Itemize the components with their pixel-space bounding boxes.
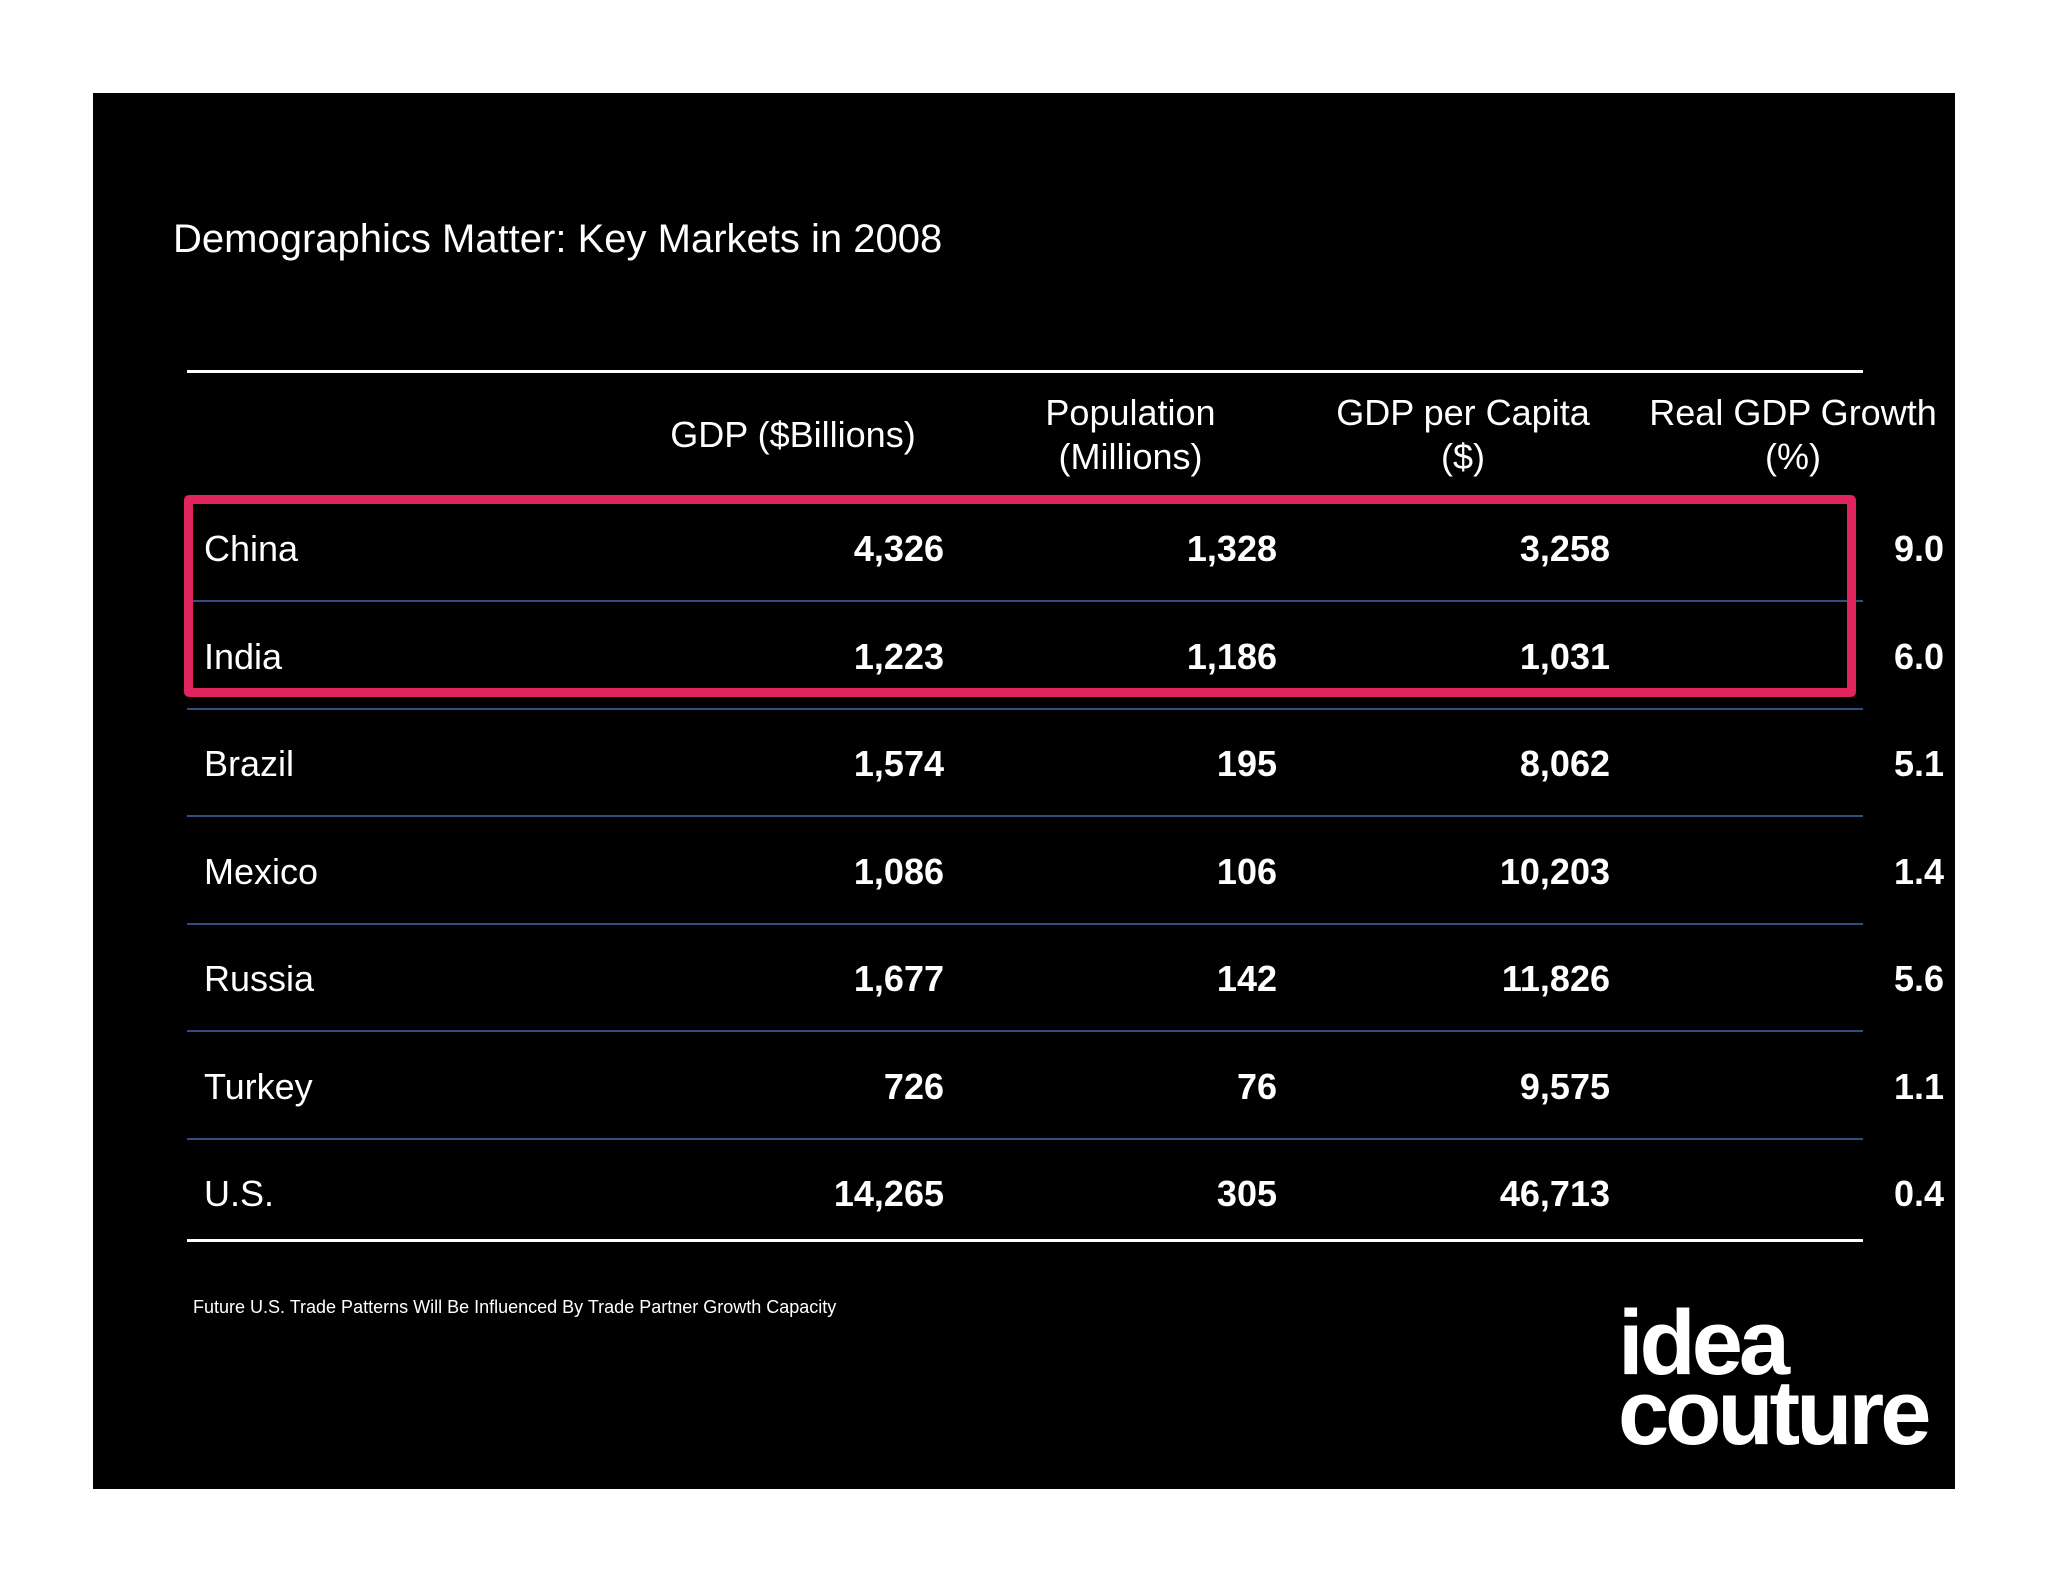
country-cell: India <box>204 635 283 677</box>
gdp-per-capita-cell: 10,203 <box>1499 850 1610 892</box>
row-divider <box>187 815 1863 817</box>
row-divider <box>187 1137 1863 1140</box>
table-row: U.S. 14,265 305 46,713 0.4 <box>187 1140 1944 1247</box>
country-cell: China <box>204 528 299 569</box>
growth-cell: 1.4 <box>1893 850 1944 892</box>
gdp-cell: 1,223 <box>853 635 944 677</box>
logo-line1: idea <box>1618 1292 1790 1394</box>
population-cell: 106 <box>1216 850 1277 892</box>
table-row: Turkey 726 76 9,575 1.1 <box>187 1033 1944 1140</box>
country-cell: U.S. <box>204 1173 275 1214</box>
population-cell: 195 <box>1216 743 1277 784</box>
gdp-cell: 1,677 <box>853 958 944 999</box>
gdp-per-capita-cell: 3,258 <box>1519 528 1610 569</box>
country-cell: Turkey <box>204 1065 313 1107</box>
header-gdp-line1: GDP ($Billions) <box>670 414 916 455</box>
table-row: China 4,326 1,328 3,258 9.0 <box>187 495 1944 602</box>
header-real-gdp-growth-line2: (%) <box>1765 436 1821 477</box>
table-row: Mexico 1,086 106 10,203 1.4 <box>187 818 1944 925</box>
population-cell: 305 <box>1216 1173 1277 1214</box>
growth-cell: 1.1 <box>1893 1065 1944 1107</box>
header-population: Population (Millions) <box>948 389 1313 481</box>
idea-couture-logo: idea couture <box>1618 1292 1931 1464</box>
growth-cell: 6.0 <box>1893 635 1944 677</box>
country-cell: Brazil <box>204 743 295 784</box>
gdp-cell: 4,326 <box>853 528 944 569</box>
row-divider <box>187 600 1863 602</box>
growth-cell: 5.6 <box>1893 958 1944 999</box>
country-cell: Mexico <box>204 850 319 892</box>
gdp-cell: 14,265 <box>833 1173 944 1214</box>
header-gdp-per-capita-line2: ($) <box>1441 436 1485 477</box>
growth-cell: 0.4 <box>1893 1173 1944 1214</box>
table-row: India 1,223 1,186 1,031 6.0 <box>187 603 1944 710</box>
population-cell: 1,186 <box>1186 635 1277 677</box>
country-cell: Russia <box>204 958 315 999</box>
gdp-per-capita-cell: 1,031 <box>1519 635 1610 677</box>
header-population-line2: (Millions) <box>1058 436 1203 477</box>
header-real-gdp-growth-line1: Real GDP Growth <box>1649 392 1937 433</box>
gdp-per-capita-cell: 11,826 <box>1501 958 1610 999</box>
population-cell: 1,328 <box>1186 528 1277 569</box>
table-bottom-rule <box>187 1239 1863 1242</box>
table-top-rule <box>187 370 1863 373</box>
header-gdp: GDP ($Billions) <box>553 389 1033 481</box>
gdp-cell: 1,574 <box>853 743 944 784</box>
slide-title: Demographics Matter: Key Markets in 2008 <box>173 217 943 261</box>
footnote: Future U.S. Trade Patterns Will Be Influ… <box>193 1297 837 1317</box>
row-divider <box>187 922 1863 925</box>
population-cell: 142 <box>1216 958 1277 999</box>
logo-line2: couture <box>1618 1362 1931 1464</box>
table-row: Brazil 1,574 195 8,062 5.1 <box>187 710 1944 817</box>
header-population-line1: Population <box>1045 392 1216 433</box>
growth-cell: 5.1 <box>1893 743 1944 784</box>
gdp-per-capita-cell: 9,575 <box>1519 1065 1610 1107</box>
population-cell: 76 <box>1236 1065 1277 1107</box>
table-row: Russia 1,677 142 11,826 5.6 <box>187 925 1944 1032</box>
gdp-cell: 726 <box>883 1065 944 1107</box>
gdp-cell: 1,086 <box>853 850 944 892</box>
slide: Demographics Matter: Key Markets in 2008… <box>93 93 1955 1489</box>
gdp-per-capita-cell: 46,713 <box>1499 1173 1610 1214</box>
growth-cell: 9.0 <box>1893 528 1944 569</box>
header-real-gdp-growth: Real GDP Growth (%) <box>1593 389 1993 481</box>
gdp-per-capita-cell: 8,062 <box>1519 743 1610 784</box>
header-gdp-per-capita: GDP per Capita ($) <box>1273 389 1653 481</box>
header-gdp-per-capita-line1: GDP per Capita <box>1336 392 1590 433</box>
row-divider <box>187 707 1863 710</box>
row-divider <box>187 1030 1863 1032</box>
